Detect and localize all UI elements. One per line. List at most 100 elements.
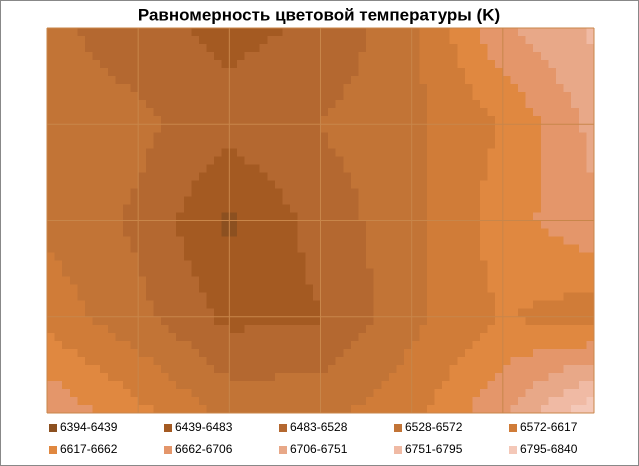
contour-cell xyxy=(267,28,276,37)
contour-cell xyxy=(160,60,170,69)
contour-cell xyxy=(404,52,413,61)
contour-cell xyxy=(510,172,519,181)
contour-cell xyxy=(350,284,360,294)
contour-cell xyxy=(206,60,215,69)
contour-cell xyxy=(480,380,489,390)
contour-cell xyxy=(320,44,329,53)
contour-cell xyxy=(540,268,550,278)
contour-cell xyxy=(518,92,527,101)
contour-cell xyxy=(472,308,481,318)
contour-cell xyxy=(221,372,230,382)
contour-cell xyxy=(183,28,192,37)
contour-cell xyxy=(77,388,86,398)
contour-cell xyxy=(221,212,230,222)
legend-swatch xyxy=(279,446,287,454)
contour-cell xyxy=(297,260,306,270)
contour-cell xyxy=(145,84,154,93)
contour-cell xyxy=(62,244,71,254)
contour-cell xyxy=(358,60,367,69)
contour-cell xyxy=(335,148,344,157)
contour-cell xyxy=(198,44,208,53)
contour-cell xyxy=(206,52,215,61)
contour-cell xyxy=(350,396,360,406)
contour-cell xyxy=(366,404,375,414)
contour-cell xyxy=(176,84,185,93)
contour-cell xyxy=(472,140,481,149)
contour-cell xyxy=(472,180,481,190)
contour-cell xyxy=(335,60,344,69)
contour-cell xyxy=(495,236,504,246)
contour-cell xyxy=(404,172,413,181)
legend-swatch xyxy=(394,446,402,454)
contour-cell xyxy=(571,52,580,61)
contour-cell xyxy=(54,348,63,358)
contour-cell xyxy=(480,332,489,342)
contour-cell xyxy=(100,252,109,262)
contour-cell xyxy=(343,188,352,198)
contour-cell xyxy=(388,140,398,149)
contour-cell xyxy=(373,204,382,214)
contour-cell xyxy=(115,204,124,214)
contour-cell xyxy=(54,332,63,342)
contour-cell xyxy=(434,172,443,181)
contour-cell xyxy=(388,180,398,190)
contour-cell xyxy=(502,180,512,190)
contour-cell xyxy=(457,188,466,198)
contour-cell xyxy=(404,356,413,366)
contour-cell xyxy=(92,44,101,53)
contour-cell xyxy=(449,196,458,206)
contour-cell xyxy=(373,108,382,117)
contour-cell xyxy=(388,100,398,109)
contour-cell xyxy=(130,188,139,198)
contour-cell xyxy=(442,228,451,238)
contour-cell xyxy=(510,156,519,165)
contour-cell xyxy=(328,332,337,342)
contour-cell xyxy=(183,60,192,69)
contour-cell xyxy=(457,116,466,125)
contour-cell xyxy=(69,228,78,238)
contour-cell xyxy=(457,44,466,53)
contour-cell xyxy=(168,180,177,190)
contour-cell xyxy=(305,252,314,262)
contour-cell xyxy=(297,340,306,350)
contour-cell xyxy=(236,148,246,157)
contour-cell xyxy=(267,252,276,262)
contour-cell xyxy=(92,140,101,149)
contour-cell xyxy=(244,356,253,366)
contour-cell xyxy=(297,156,306,165)
contour-cell xyxy=(100,44,109,53)
contour-cell xyxy=(533,380,542,390)
contour-cell xyxy=(267,164,276,173)
contour-cell xyxy=(548,316,557,326)
contour-cell xyxy=(54,204,63,214)
contour-cell xyxy=(267,404,276,414)
contour-cell xyxy=(107,36,116,45)
contour-cell xyxy=(236,84,246,93)
contour-cell xyxy=(77,244,86,254)
contour-cell xyxy=(153,252,162,262)
contour-cell xyxy=(434,340,443,350)
contour-cell xyxy=(130,76,139,85)
contour-cell xyxy=(404,252,413,262)
contour-cell xyxy=(472,52,481,61)
contour-cell xyxy=(457,324,466,334)
contour-cell xyxy=(198,60,208,69)
contour-cell xyxy=(480,188,489,198)
contour-cell xyxy=(259,260,268,270)
contour-cell xyxy=(571,92,580,101)
contour-cell xyxy=(252,340,261,350)
contour-cell xyxy=(115,276,124,286)
contour-cell xyxy=(183,76,192,85)
contour-cell xyxy=(426,36,436,45)
contour-cell xyxy=(259,276,268,286)
contour-cell xyxy=(563,356,572,366)
contour-cell xyxy=(312,148,322,157)
contour-cell xyxy=(92,380,101,390)
legend-label: 6439-6483 xyxy=(175,420,233,434)
contour-cell xyxy=(457,388,466,398)
contour-cell xyxy=(290,100,299,109)
contour-cell xyxy=(449,404,458,414)
contour-cell xyxy=(571,196,580,206)
contour-cell xyxy=(320,244,329,254)
contour-cell xyxy=(548,196,557,206)
